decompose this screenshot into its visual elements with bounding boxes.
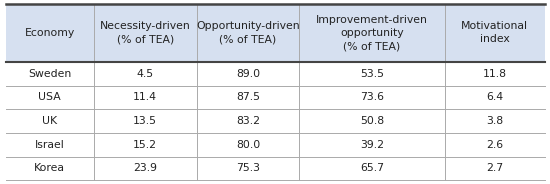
Text: 39.2: 39.2 bbox=[360, 140, 384, 150]
Text: 50.8: 50.8 bbox=[360, 116, 384, 126]
Text: Economy: Economy bbox=[25, 28, 75, 38]
Text: 11.4: 11.4 bbox=[133, 93, 157, 102]
Text: 23.9: 23.9 bbox=[133, 164, 157, 174]
Text: 2.7: 2.7 bbox=[486, 164, 503, 174]
Text: 13.5: 13.5 bbox=[133, 116, 157, 126]
Text: 75.3: 75.3 bbox=[236, 164, 260, 174]
Text: Israel: Israel bbox=[35, 140, 64, 150]
Text: 87.5: 87.5 bbox=[236, 93, 260, 102]
Text: 65.7: 65.7 bbox=[360, 164, 384, 174]
Text: 80.0: 80.0 bbox=[236, 140, 260, 150]
Text: Sweden: Sweden bbox=[28, 69, 72, 79]
Text: 53.5: 53.5 bbox=[360, 69, 384, 79]
Text: UK: UK bbox=[42, 116, 57, 126]
Bar bbox=[6, 4, 544, 62]
Text: 11.8: 11.8 bbox=[482, 69, 507, 79]
Text: 3.8: 3.8 bbox=[486, 116, 503, 126]
Text: 6.4: 6.4 bbox=[486, 93, 503, 102]
Text: Korea: Korea bbox=[34, 164, 65, 174]
Text: 4.5: 4.5 bbox=[137, 69, 154, 79]
Text: USA: USA bbox=[39, 93, 61, 102]
Text: 73.6: 73.6 bbox=[360, 93, 384, 102]
Text: 89.0: 89.0 bbox=[236, 69, 260, 79]
Text: 83.2: 83.2 bbox=[236, 116, 260, 126]
Text: 15.2: 15.2 bbox=[133, 140, 157, 150]
Text: Improvement-driven
opportunity
(% of TEA): Improvement-driven opportunity (% of TEA… bbox=[316, 15, 428, 51]
Text: Necessity-driven
(% of TEA): Necessity-driven (% of TEA) bbox=[100, 21, 191, 44]
Text: 2.6: 2.6 bbox=[486, 140, 503, 150]
Text: Motivational
index: Motivational index bbox=[461, 21, 528, 44]
Text: Opportunity-driven
(% of TEA): Opportunity-driven (% of TEA) bbox=[196, 21, 300, 44]
